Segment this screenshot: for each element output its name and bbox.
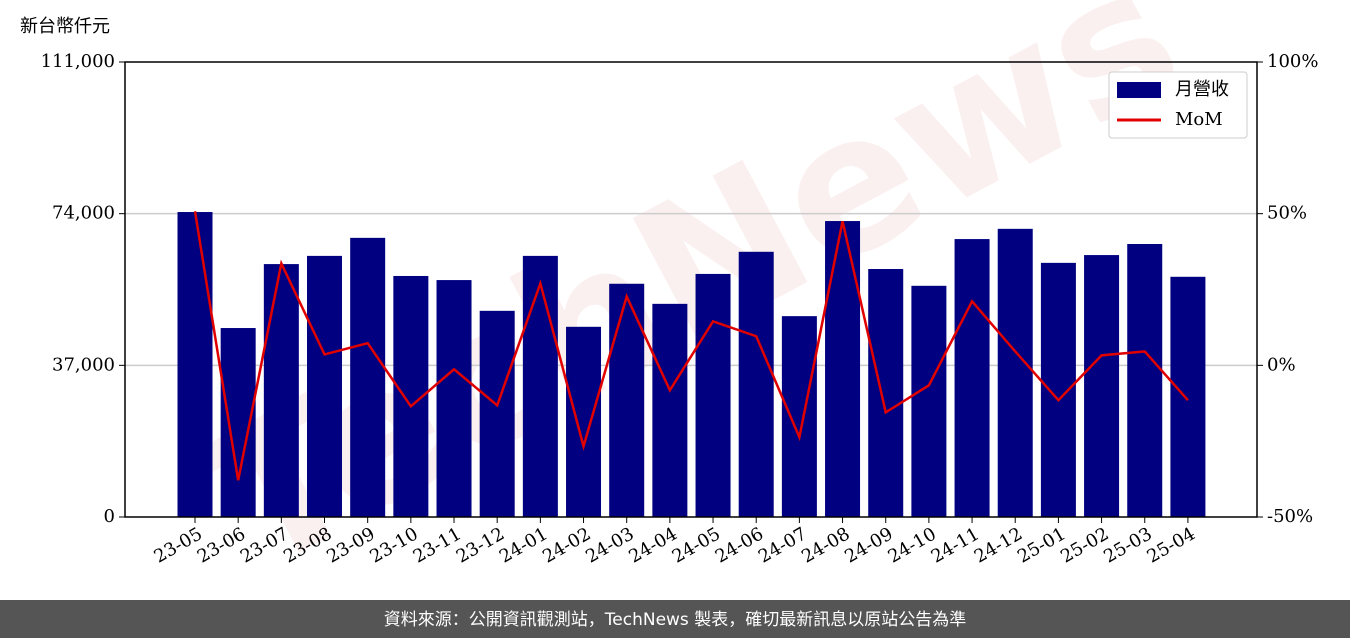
bar bbox=[566, 326, 602, 517]
x-tick-label: 23-12 bbox=[453, 523, 508, 567]
x-tick-label: 23-05 bbox=[151, 523, 206, 567]
x-tick-label: 24-02 bbox=[539, 523, 594, 567]
bar bbox=[350, 237, 386, 517]
bar bbox=[825, 221, 861, 517]
y2-tick-label: 0% bbox=[1267, 354, 1296, 375]
y-tick-label: 0 bbox=[104, 506, 115, 527]
legend-label: 月營收 bbox=[1175, 79, 1229, 100]
legend-swatch bbox=[1117, 82, 1161, 98]
bar bbox=[1084, 255, 1120, 517]
bar bbox=[522, 255, 558, 517]
bar bbox=[263, 264, 299, 517]
line bbox=[193, 211, 1189, 481]
y-tick-label: 111,000 bbox=[41, 51, 115, 72]
y-tick-label: 74,000 bbox=[52, 203, 115, 224]
bar bbox=[307, 255, 343, 517]
x-tick-label: 23-06 bbox=[194, 523, 249, 567]
x-tick-label: 25-03 bbox=[1100, 523, 1155, 567]
bar bbox=[911, 285, 947, 517]
x-tick-label: 24-03 bbox=[582, 523, 637, 567]
x-tick-label: 25-04 bbox=[1143, 523, 1198, 567]
x-tick-label: 24-07 bbox=[755, 523, 810, 567]
bar bbox=[954, 239, 990, 517]
bar bbox=[177, 212, 213, 517]
x-tick-label: 24-10 bbox=[884, 523, 939, 567]
bar bbox=[436, 280, 472, 517]
bar bbox=[868, 269, 904, 517]
y-tick-label: 37,000 bbox=[52, 354, 115, 375]
bar bbox=[695, 273, 731, 517]
footer-bar bbox=[0, 600, 1350, 638]
x-tick-label: 24-04 bbox=[625, 523, 680, 567]
bar bbox=[738, 251, 774, 518]
x-tick-label: 25-01 bbox=[1014, 523, 1069, 567]
footer: 資料來源：公開資訊觀測站，TechNews 製表，確切最新訊息以原站公告為準 bbox=[384, 610, 966, 630]
y2-tick-label: 100% bbox=[1267, 51, 1318, 72]
legend-label: MoM bbox=[1175, 109, 1223, 130]
x-tick-label: 24-12 bbox=[971, 523, 1026, 567]
x-tick-label: 24-05 bbox=[669, 523, 724, 567]
bar bbox=[609, 283, 645, 517]
y-axis-label: 新台幣仟元 bbox=[20, 16, 110, 37]
x-tick-label: 24-11 bbox=[928, 523, 983, 567]
plot-frame bbox=[124, 61, 1258, 518]
x-tick-label: 24-09 bbox=[841, 523, 896, 567]
bar bbox=[652, 303, 688, 517]
y2-tick-label: 50% bbox=[1267, 203, 1307, 224]
y2-tick-label: -50% bbox=[1267, 506, 1313, 527]
bar bbox=[1127, 244, 1163, 517]
x-tick-label: 25-02 bbox=[1057, 523, 1112, 567]
x-tick-label: 24-01 bbox=[496, 523, 551, 567]
bar bbox=[479, 310, 515, 517]
bar bbox=[1170, 276, 1206, 517]
x-tick-label: 24-06 bbox=[712, 523, 767, 567]
bar bbox=[997, 228, 1033, 518]
bar bbox=[1040, 262, 1076, 517]
bar bbox=[781, 316, 817, 517]
x-tick-label: 24-08 bbox=[798, 523, 853, 567]
